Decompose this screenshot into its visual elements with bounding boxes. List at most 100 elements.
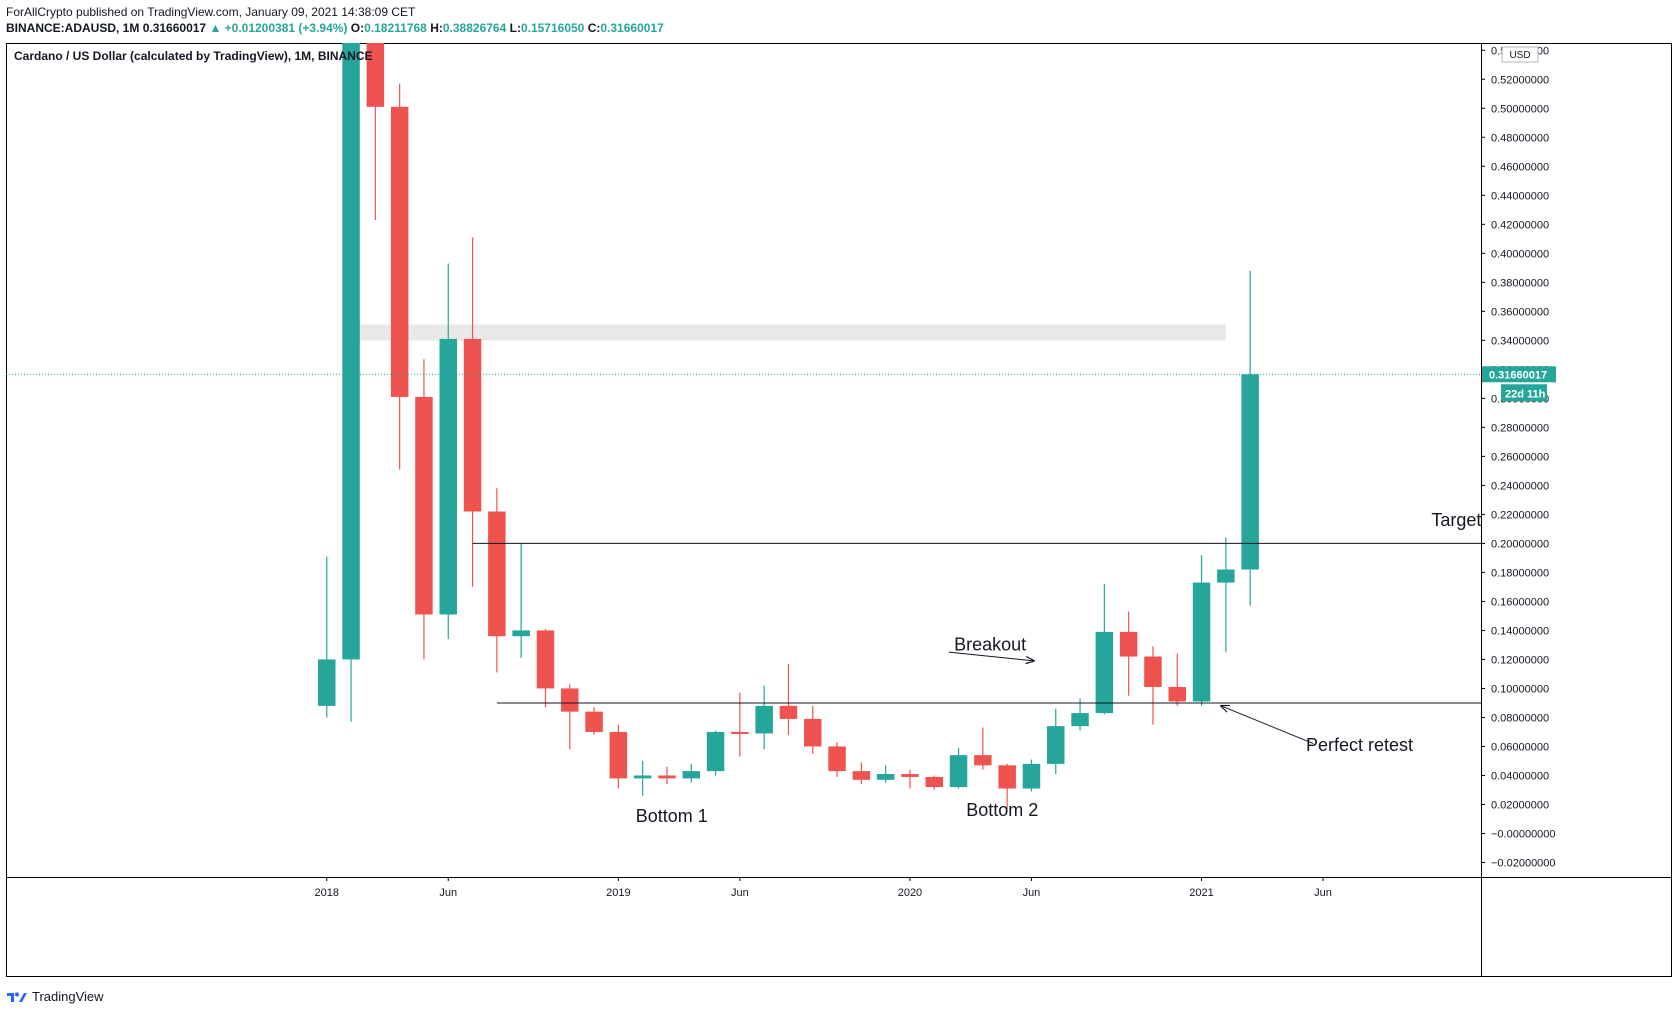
tradingview-logo-icon [7,992,27,1002]
candle [633,760,652,796]
candle [1119,611,1138,696]
x-tick-label: 2018 [315,887,339,899]
ohlc-line: BINANCE:ADAUSD, 1M 0.31660017 ▲ +0.01200… [6,20,664,36]
y-tick-label: 0.14000000 [1491,625,1549,637]
candle [585,707,603,735]
candle-body [512,630,530,637]
candle [1241,270,1259,606]
y-tick-label: 0.46000000 [1491,161,1549,173]
candle [949,747,968,789]
close-value: 0.31660017 [600,21,664,35]
candle [390,83,409,470]
x-tick-label: 2019 [606,887,630,899]
footer-brand: TradingView [32,988,104,1004]
candle [706,730,725,776]
candle [925,775,944,790]
candle [1192,555,1211,706]
candle-body [585,711,603,732]
candle-body [779,705,798,719]
candle-body [342,43,360,660]
close-label: C: [587,21,601,35]
candle [1095,584,1114,715]
candle-body [1241,374,1259,570]
candle-body [488,511,506,637]
candle [609,724,628,789]
candle [974,727,992,770]
candle-body [755,705,773,734]
low-label: L: [509,21,521,35]
y-tick-label: 0.36000000 [1491,306,1549,318]
y-tick-label: 0.50000000 [1491,103,1549,115]
last-price-badge-text: 0.31660017 [1489,369,1547,381]
annotation-label: Bottom 1 [636,806,708,826]
candle [1217,537,1235,653]
candle [439,263,458,640]
candle [804,705,822,754]
candle-body [318,659,336,706]
candle-body [925,776,944,788]
candle [828,742,846,777]
candle-body [998,765,1016,789]
annotation-label: Breakout [954,635,1026,655]
candle-body [1144,656,1162,687]
candle-body [415,396,433,615]
annotation-label: Bottom 2 [966,800,1038,820]
candle-body [731,731,749,734]
candle-body [609,731,628,779]
chart-frame [6,43,1672,977]
y-tick-label: 0.20000000 [1491,538,1549,550]
candle-body [682,771,701,779]
low-value: 0.15716050 [520,21,585,35]
footer: TradingView [6,986,104,1006]
candle-body [1192,582,1211,702]
candle-body [1022,763,1041,789]
currency-box-border [1501,46,1539,63]
candle-body [561,688,579,712]
candle [1144,646,1162,725]
x-tick-label: 2021 [1189,887,1213,899]
retest-arrow [1221,706,1314,745]
candle-body [390,106,409,397]
candle-body [974,755,992,766]
y-tick-label: 0.18000000 [1491,567,1549,579]
y-tick-label: 0.42000000 [1491,219,1549,231]
candle [852,762,871,785]
candle-body [1119,631,1138,657]
x-tick-label: Jun [439,887,457,899]
annotation-label: Perfect retest [1306,735,1413,755]
candle [1022,759,1041,792]
candle [318,556,336,718]
candle [561,684,579,750]
candle [876,765,895,783]
candle-body [828,746,846,772]
countdown-badge [1501,384,1547,402]
y-tick-label: 0.48000000 [1491,132,1549,144]
chart-title: Cardano / US Dollar (calculated by Tradi… [14,49,373,63]
y-tick-label: 0.16000000 [1491,596,1549,608]
y-tick-label: 0.12000000 [1491,654,1549,666]
x-tick-label: Jun [731,887,749,899]
candle [342,43,360,722]
y-tick-label: −0.02000000 [1491,857,1556,869]
countdown-badge-text: 22d 11h [1505,388,1546,400]
candle-body [536,630,555,689]
candle [658,766,676,785]
candle [779,663,798,735]
y-tick-label: 0.08000000 [1491,712,1549,724]
y-tick-label: −0.00000000 [1491,828,1556,840]
annotation-label: Target Double bottom [1431,510,1603,530]
candle-body [852,771,871,780]
candle-body [1168,686,1186,702]
y-tick-label: 0.26000000 [1491,451,1549,463]
candle-body [366,43,385,107]
candle [682,763,701,783]
candle [415,359,433,660]
y-tick-label: 0.40000000 [1491,248,1549,260]
candle [1071,698,1089,731]
candle-body [1071,713,1089,727]
candle-body [1217,569,1235,583]
candle [731,692,749,757]
y-tick-label: 0.22000000 [1491,509,1549,521]
